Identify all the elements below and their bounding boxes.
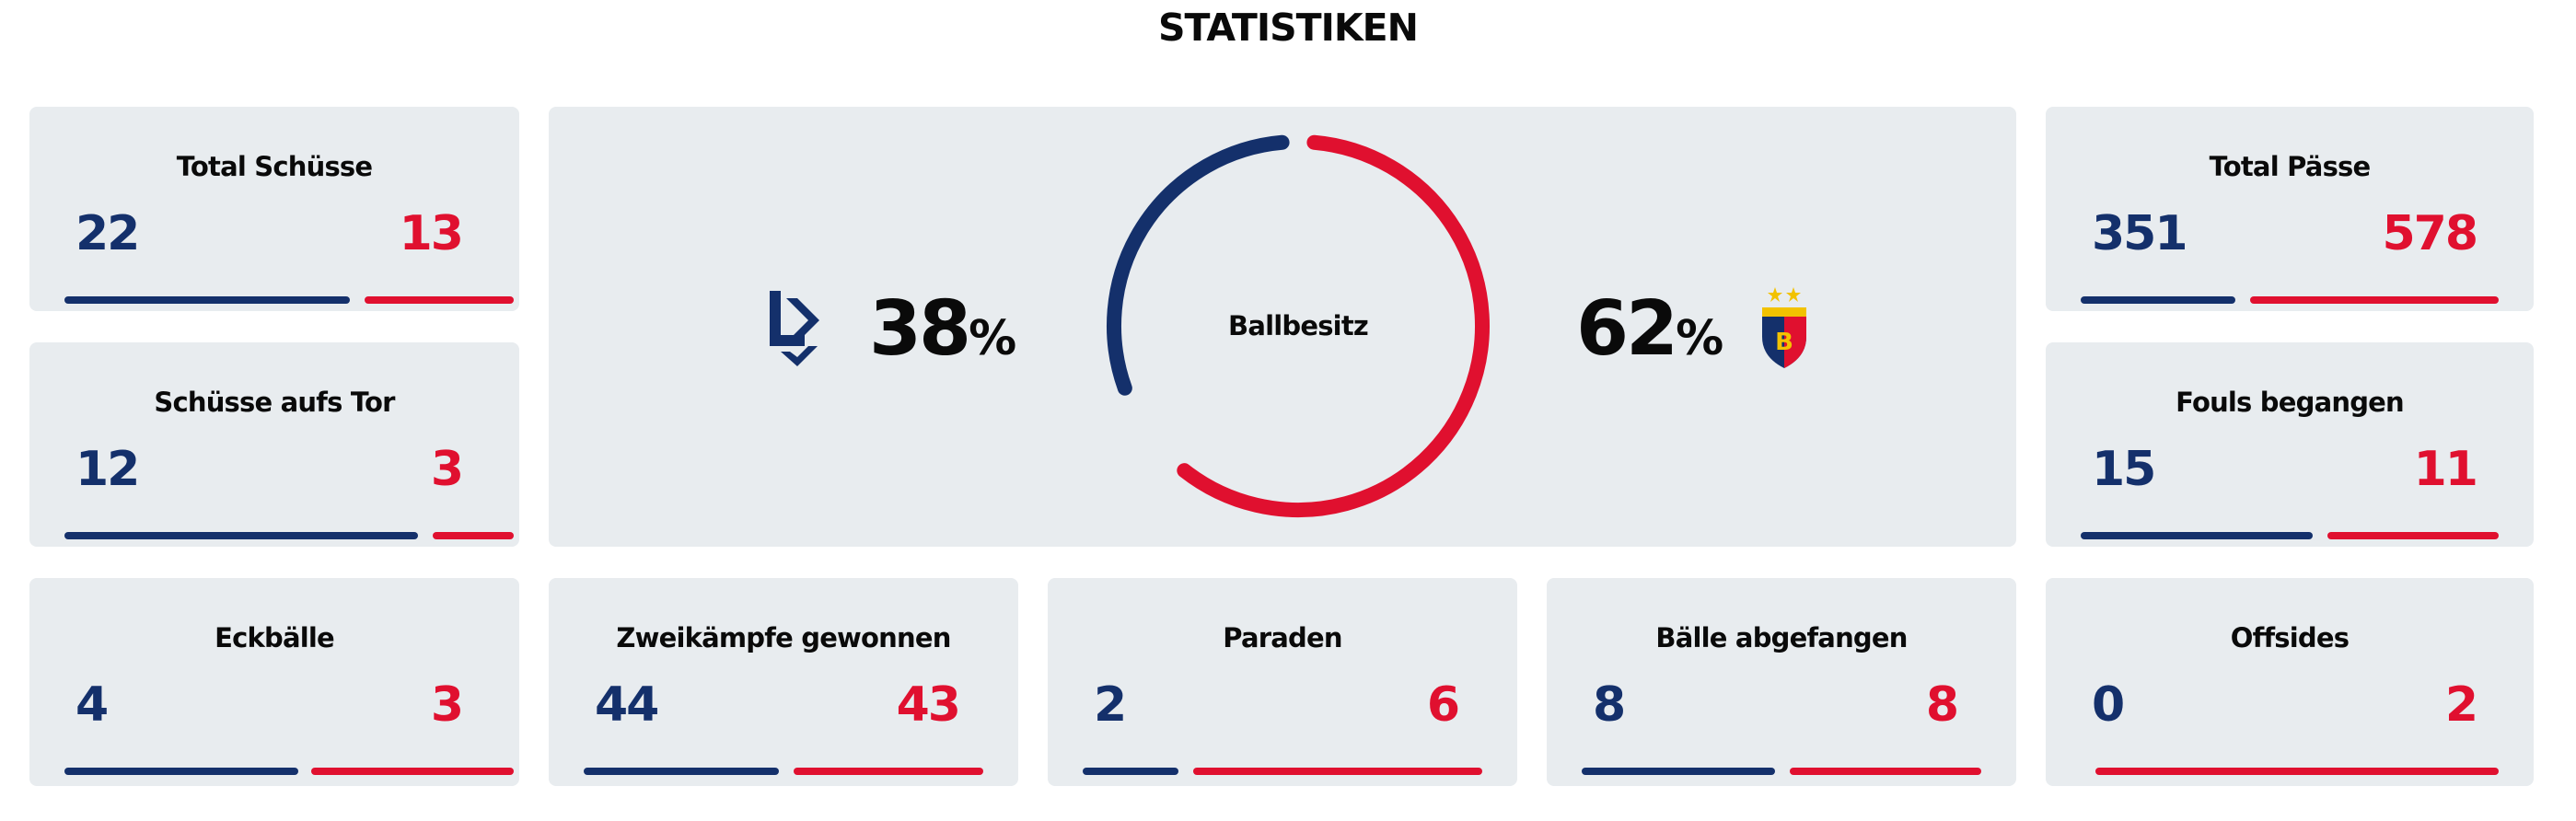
home-bar: [64, 768, 298, 775]
page-title: STATISTIKEN: [1158, 6, 1419, 50]
home-value: 44: [595, 677, 659, 733]
stat-label: Zweikämpfe gewonnen: [616, 622, 951, 653]
away-bar: [2095, 768, 2499, 775]
away-value: 6: [1426, 677, 1460, 733]
home-bar: [2081, 532, 2313, 539]
home-bar: [64, 296, 350, 304]
away-possession-value: 62: [1576, 285, 1678, 373]
stat-card-total-schuesse: Total Schüsse 22 13: [29, 107, 519, 311]
away-bar: [433, 532, 514, 539]
home-bar: [1582, 768, 1775, 775]
stat-card-baelle-abgefangen: Bälle abgefangen 8 8: [1547, 578, 2016, 786]
away-bar: [311, 768, 514, 775]
stat-label: Fouls begangen: [2176, 387, 2405, 418]
home-possession-value: 38: [869, 285, 971, 373]
stat-label: Total Schüsse: [176, 151, 373, 182]
home-bar: [2081, 296, 2235, 304]
home-value: 22: [75, 206, 140, 261]
home-value: 8: [1593, 677, 1626, 733]
stat-label: Paraden: [1223, 622, 1342, 653]
away-value: 2: [2444, 677, 2478, 733]
away-value: 3: [430, 442, 464, 497]
away-bar: [2250, 296, 2499, 304]
away-value: 578: [2382, 206, 2478, 261]
stat-label: Total Pässe: [2209, 151, 2372, 182]
home-bar: [64, 532, 418, 539]
stat-card-eckbaelle: Eckbälle 4 3: [29, 578, 519, 786]
away-possession-arc: [1177, 134, 1490, 517]
away-value: 8: [1925, 677, 1959, 733]
away-value: 43: [896, 677, 961, 733]
lausanne-sport-logo: [770, 291, 819, 366]
stat-card-schuesse-aufs-tor: Schüsse aufs Tor 12 3: [29, 342, 519, 547]
away-bar: [794, 768, 983, 775]
home-bar: [584, 768, 779, 775]
home-bar: [1083, 768, 1178, 775]
stat-card-fouls-begangen: Fouls begangen 15 11: [2046, 342, 2534, 547]
away-bar: [1193, 768, 1482, 775]
percent-sign: %: [1676, 311, 1724, 366]
possession-donut: [1106, 134, 1490, 517]
fc-basel-logo: B: [1762, 287, 1806, 368]
away-bar: [1790, 768, 1981, 775]
possession-label: Ballbesitz: [1228, 310, 1369, 341]
home-value: 351: [2092, 206, 2188, 261]
stat-card-total-paesse: Total Pässe 351 578: [2046, 107, 2534, 311]
stat-label: Bälle abgefangen: [1655, 622, 1908, 653]
home-possession-arc: [1106, 134, 1290, 396]
stat-card-paraden: Paraden 2 6: [1048, 578, 1517, 786]
away-bar: [365, 296, 514, 304]
percent-sign: %: [969, 311, 1017, 366]
away-value: 13: [399, 206, 464, 261]
away-possession: 62%: [1576, 292, 1723, 367]
away-value: 3: [430, 677, 464, 733]
away-value: 11: [2413, 442, 2478, 497]
home-value: 15: [2092, 442, 2156, 497]
home-value: 2: [1094, 677, 1127, 733]
stat-label: Offsides: [2230, 622, 2350, 653]
stat-label: Schüsse aufs Tor: [154, 387, 395, 418]
home-value: 12: [75, 442, 140, 497]
away-bar: [2327, 532, 2499, 539]
stat-card-zweikaempfe: Zweikämpfe gewonnen 44 43: [549, 578, 1018, 786]
home-possession: 38%: [869, 292, 1016, 367]
home-value: 4: [75, 677, 109, 733]
stat-card-offsides: Offsides 0 2: [2046, 578, 2534, 786]
svg-text:B: B: [1775, 329, 1793, 356]
stat-label: Eckbälle: [215, 622, 335, 653]
home-value: 0: [2092, 677, 2125, 733]
possession-card: 38% Ballbesitz 62% B: [549, 107, 2016, 547]
